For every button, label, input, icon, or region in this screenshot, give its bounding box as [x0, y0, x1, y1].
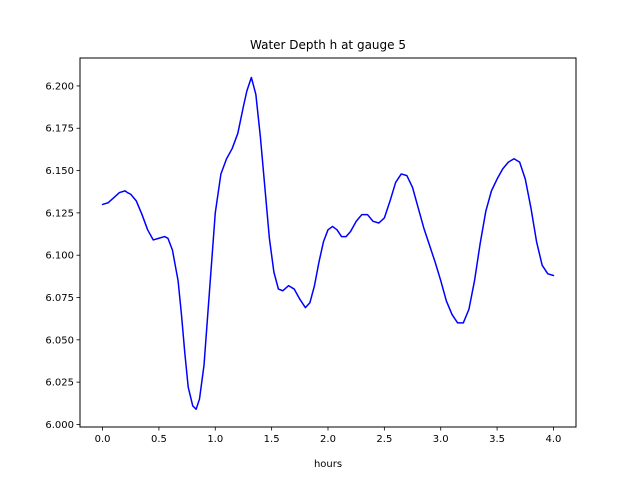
y-tick-label: 6.175	[45, 124, 74, 135]
x-tick-label: 1.5	[264, 434, 280, 445]
y-tick-label: 6.025	[45, 378, 74, 389]
y-axis: 6.000 6.025 6.050 6.075 6.100 6.125 6.150 6.175…	[45, 81, 80, 431]
series-line-0	[101, 76, 555, 410]
x-axis: 0.0 0.5 1.0 1.5 2.0 2.5 3.0 3.5 4.0	[95, 427, 562, 445]
y-tick-label: 6.100	[45, 251, 74, 262]
x-tick-label: 1.0	[207, 434, 223, 445]
y-tick-label: 6.075	[45, 293, 74, 304]
x-tick-label: 4.0	[546, 434, 562, 445]
x-tick-label: 0.5	[151, 434, 167, 445]
y-tick-label: 6.150	[45, 166, 74, 177]
y-tick-label: 6.125	[45, 208, 74, 219]
plot-area	[101, 76, 555, 410]
x-tick-label: 2.5	[376, 434, 392, 445]
x-tick-label: 3.5	[489, 434, 505, 445]
x-tick-label: 0.0	[95, 434, 111, 445]
chart-title: Water Depth h at gauge 5	[250, 38, 406, 52]
y-tick-label: 6.050	[45, 335, 74, 346]
y-tick-label: 6.200	[45, 81, 74, 92]
x-tick-label: 3.0	[433, 434, 449, 445]
x-axis-label: hours	[314, 459, 342, 470]
x-tick-label: 2.0	[320, 434, 336, 445]
y-tick-label: 6.000	[45, 420, 74, 431]
